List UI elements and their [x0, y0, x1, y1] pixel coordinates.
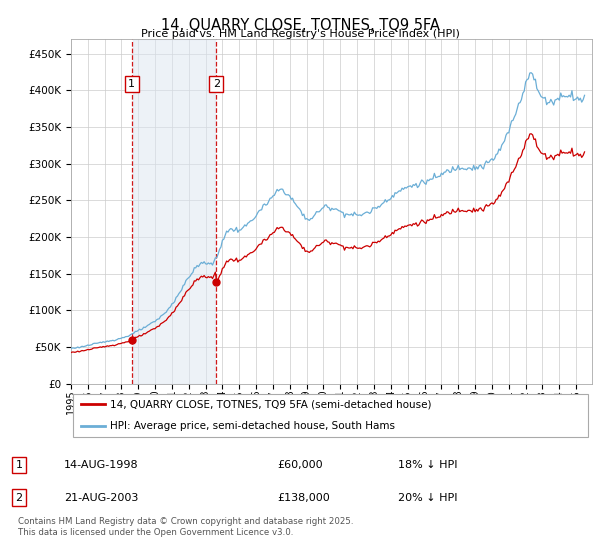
FancyBboxPatch shape: [73, 394, 588, 437]
Text: 2: 2: [16, 493, 22, 503]
Text: £60,000: £60,000: [277, 460, 323, 470]
Text: 14-AUG-1998: 14-AUG-1998: [64, 460, 139, 470]
Text: 1: 1: [128, 79, 135, 89]
Text: Price paid vs. HM Land Registry's House Price Index (HPI): Price paid vs. HM Land Registry's House …: [140, 29, 460, 39]
Text: HPI: Average price, semi-detached house, South Hams: HPI: Average price, semi-detached house,…: [110, 421, 395, 431]
Text: Contains HM Land Registry data © Crown copyright and database right 2025.
This d: Contains HM Land Registry data © Crown c…: [18, 517, 353, 536]
Text: 2: 2: [213, 79, 220, 89]
Text: 21-AUG-2003: 21-AUG-2003: [64, 493, 138, 503]
Text: 1: 1: [16, 460, 22, 470]
Text: 20% ↓ HPI: 20% ↓ HPI: [398, 493, 457, 503]
Text: 18% ↓ HPI: 18% ↓ HPI: [398, 460, 457, 470]
Text: £138,000: £138,000: [277, 493, 330, 503]
Text: 14, QUARRY CLOSE, TOTNES, TQ9 5FA: 14, QUARRY CLOSE, TOTNES, TQ9 5FA: [161, 18, 439, 33]
Text: 14, QUARRY CLOSE, TOTNES, TQ9 5FA (semi-detached house): 14, QUARRY CLOSE, TOTNES, TQ9 5FA (semi-…: [110, 399, 431, 409]
